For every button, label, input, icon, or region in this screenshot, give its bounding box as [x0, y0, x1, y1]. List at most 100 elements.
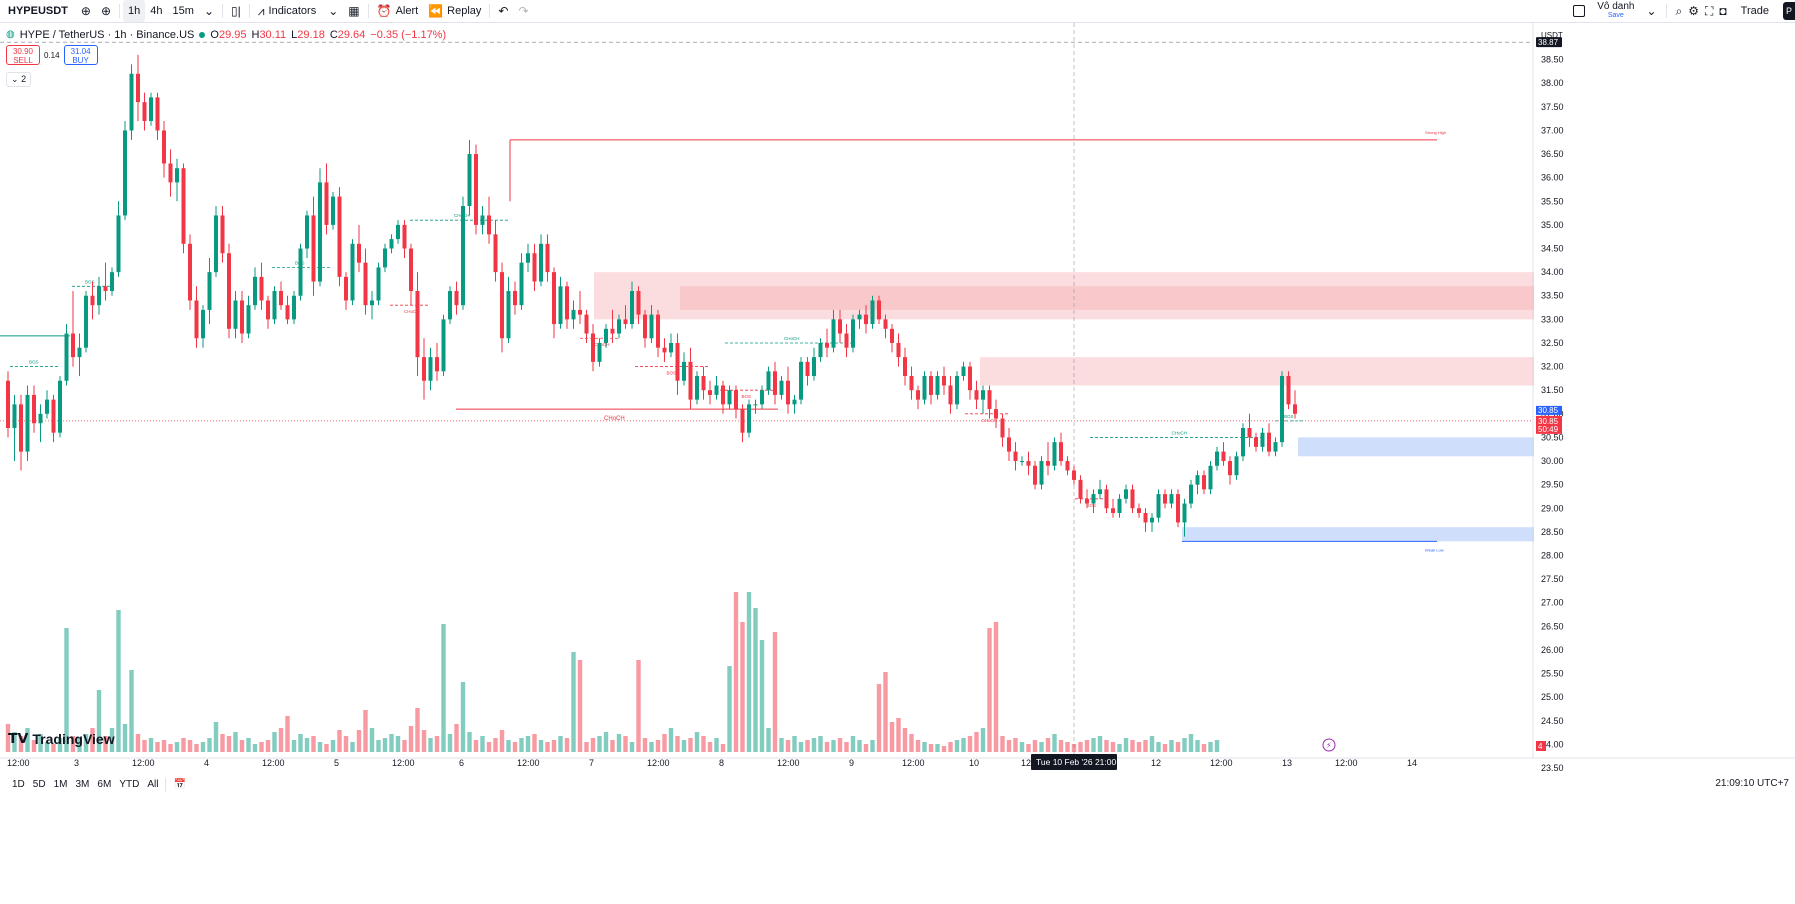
candle-body — [1059, 442, 1063, 462]
date-range-icon[interactable]: 📅 — [173, 779, 186, 790]
chevron-down-icon[interactable]: ⌄ — [1646, 4, 1657, 18]
redo-icon: ↷ — [518, 4, 529, 18]
range-6m[interactable]: 6M — [97, 779, 112, 790]
volume-bar — [356, 730, 362, 752]
volume-bar — [896, 718, 901, 752]
settings-gear-icon[interactable]: ⚙ — [1688, 4, 1700, 18]
fullscreen-icon[interactable]: ⛶ — [1705, 4, 1714, 18]
interval-dropdown[interactable]: ⌄ — [199, 0, 219, 22]
templates-button[interactable]: ▦ — [343, 0, 364, 22]
tradingview-logo[interactable]: 𝗧𝗩 TradingView — [8, 730, 115, 747]
volume-bar — [603, 732, 609, 752]
sell-button[interactable]: 30.90 SELL — [6, 45, 40, 65]
demand-zone — [1298, 437, 1534, 457]
interval-4h[interactable]: 4h — [145, 0, 167, 22]
candle-body — [1189, 484, 1193, 504]
spread-value: 0.14 — [44, 50, 60, 60]
candle-body — [1117, 498, 1122, 513]
volume-bar — [519, 738, 524, 752]
chart-type-button[interactable]: ▯| — [226, 0, 246, 22]
add-symbol-button[interactable]: ⊕ — [96, 0, 116, 22]
volume-bar — [675, 736, 680, 752]
volume-bar — [90, 728, 95, 752]
volume-bar — [558, 736, 563, 752]
trade-button[interactable]: Trade — [1740, 5, 1769, 17]
quick-search-icon[interactable]: ⌕ — [1675, 4, 1683, 18]
layout-checkbox-icon[interactable] — [1573, 5, 1586, 17]
volume-bar — [584, 742, 589, 752]
choch-label: CHoCH — [404, 309, 420, 314]
range-1d[interactable]: 1D — [12, 779, 25, 790]
candle-body — [402, 224, 407, 249]
camera-icon[interactable]: ◘ — [1719, 4, 1727, 18]
volume-bar — [948, 742, 953, 752]
symbol-title[interactable]: HYPE / TetherUS · 1h · Binance.US — [19, 29, 195, 41]
compare-symbol-button[interactable]: ⊕ — [76, 0, 96, 22]
replay-button[interactable]: ⏪ Replay — [423, 0, 486, 22]
volume-bar — [811, 738, 817, 752]
interval-1h[interactable]: 1h — [123, 0, 146, 22]
candle-body — [6, 380, 10, 428]
price-tick: 37.50 — [1541, 102, 1564, 112]
bos-label: BOS — [85, 279, 95, 284]
volume-bar — [1045, 738, 1051, 752]
volume-bar — [824, 742, 830, 752]
volume-bar — [967, 736, 973, 752]
volume-bar — [77, 738, 82, 752]
volume-bar — [792, 736, 797, 752]
range-5d[interactable]: 5D — [32, 779, 46, 790]
interval-15m[interactable]: 15m — [168, 0, 199, 22]
candle-body — [90, 295, 95, 306]
alert-button[interactable]: ⏰ Alert — [372, 0, 424, 22]
volume-bar — [1104, 740, 1109, 752]
indicators-button[interactable]: ⩘ Indicators ⌄ — [253, 0, 344, 22]
clock[interactable]: 21:09:10 UTC+7 — [1715, 778, 1789, 789]
indicators-collapse-button[interactable]: ⌄ 2 — [6, 72, 32, 87]
volume-bar — [915, 740, 921, 752]
range-ytd[interactable]: YTD — [119, 779, 140, 790]
volume-bar — [987, 628, 992, 752]
volume-bar — [623, 736, 628, 752]
buy-button[interactable]: 31.04 BUY — [63, 45, 98, 65]
symbol-logo-icon: ◍ — [6, 29, 15, 40]
price-tick: 26.00 — [1541, 645, 1564, 655]
price-tick: 26.50 — [1541, 621, 1564, 631]
candle-body — [662, 347, 667, 353]
candle-body — [51, 399, 56, 433]
bos-label: BOS — [1087, 503, 1097, 508]
range-all[interactable]: All — [147, 779, 159, 790]
candle-body — [526, 253, 530, 263]
candle-body — [1085, 498, 1089, 504]
range-3m[interactable]: 3M — [75, 779, 90, 790]
crosshair-time-value: Tue 10 Feb '26 21:00 — [1036, 757, 1116, 767]
volume-bar — [857, 740, 862, 752]
volume-bar — [64, 628, 69, 752]
candle-body — [1163, 494, 1167, 504]
redo-button[interactable]: ↷ — [513, 0, 533, 22]
sell-label: SELL — [13, 56, 33, 65]
volume-bar — [447, 734, 453, 752]
candle-body — [1072, 470, 1076, 480]
volume-bar — [194, 744, 199, 752]
volume-bar — [590, 738, 596, 752]
undo-button[interactable]: ↶ — [493, 0, 513, 22]
candle-body — [1234, 456, 1239, 476]
time-tick: 12:00 — [1335, 758, 1358, 768]
candle-body — [506, 291, 511, 339]
price-tick: 30.00 — [1541, 456, 1564, 466]
volume-bar — [233, 732, 238, 752]
candle-body — [617, 319, 621, 334]
symbol-search[interactable]: HYPEUSDT — [0, 0, 76, 22]
range-1m[interactable]: 1M — [53, 779, 68, 790]
price-tick: 37.00 — [1541, 125, 1564, 135]
volume-bar — [1000, 736, 1005, 752]
candle-body — [227, 253, 231, 329]
layout-name-button[interactable]: Vô danh Save — [1591, 2, 1640, 20]
candle-body — [266, 300, 270, 320]
price-tick: 36.00 — [1541, 173, 1564, 183]
volume-bar — [155, 742, 160, 752]
publish-button[interactable]: P — [1783, 2, 1795, 20]
volume-bar — [324, 744, 329, 752]
candle-body — [987, 390, 992, 410]
